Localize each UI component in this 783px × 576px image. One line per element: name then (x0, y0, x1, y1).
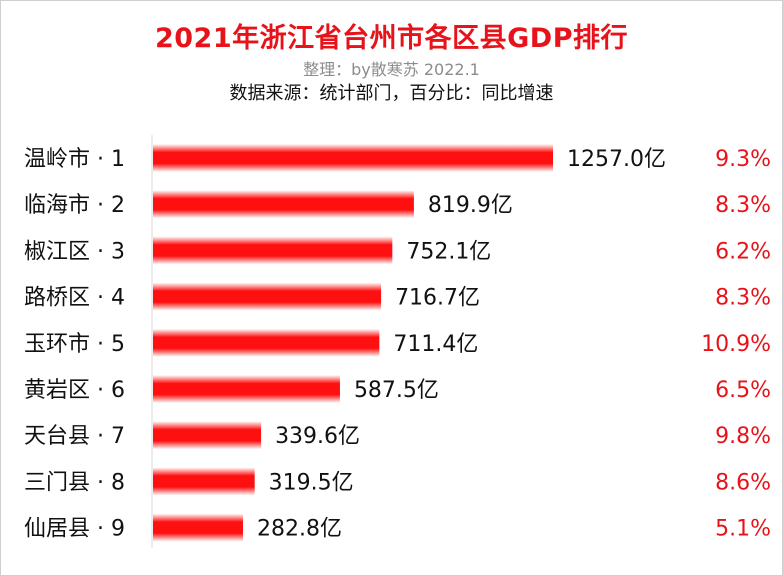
value-label: 716.7亿 (395, 286, 480, 311)
bar (153, 513, 243, 542)
growth-label: 6.2% (715, 239, 771, 264)
bar (153, 282, 382, 311)
growth-label: 9.8% (715, 424, 771, 449)
bar (153, 467, 255, 496)
growth-label: 8.3% (715, 286, 771, 311)
chart-subtitle: 整理：by散寒苏 2022.1 (303, 60, 480, 79)
value-label: 711.4亿 (393, 332, 478, 357)
value-label: 339.6亿 (275, 424, 360, 449)
category-label: 路桥区 · 4 (24, 286, 125, 311)
category-label: 临海市 · 2 (24, 193, 125, 218)
category-label: 温岭市 · 1 (24, 147, 125, 172)
chart-title: 2021年浙江省台州市各区县GDP排行 (154, 23, 628, 54)
growth-label: 8.6% (715, 470, 771, 495)
growth-label: 6.5% (715, 378, 771, 403)
category-label: 天台县 · 7 (24, 424, 125, 449)
category-label: 椒江区 · 3 (24, 239, 125, 264)
growth-label: 9.3% (715, 147, 771, 172)
category-label: 玉环市 · 5 (24, 332, 125, 357)
bar (153, 375, 340, 403)
category-label: 仙居县 · 9 (24, 517, 125, 542)
bar (153, 144, 553, 172)
bar (153, 421, 262, 450)
value-label: 282.8亿 (257, 517, 342, 542)
value-label: 587.5亿 (354, 378, 439, 403)
data-source-note: 数据来源：统计部门，百分比：同比增速 (229, 83, 554, 104)
bar (153, 190, 414, 219)
bar (153, 236, 393, 265)
growth-label: 10.9% (701, 332, 771, 357)
value-label: 319.5亿 (269, 470, 354, 495)
value-label: 1257.0亿 (567, 147, 666, 172)
growth-label: 8.3% (715, 193, 771, 218)
category-label: 三门县 · 8 (24, 470, 125, 495)
value-label: 752.1亿 (406, 239, 491, 264)
value-label: 819.9亿 (428, 193, 513, 218)
growth-label: 5.1% (715, 517, 771, 542)
bar (153, 328, 380, 357)
category-label: 黄岩区 · 6 (24, 378, 125, 403)
